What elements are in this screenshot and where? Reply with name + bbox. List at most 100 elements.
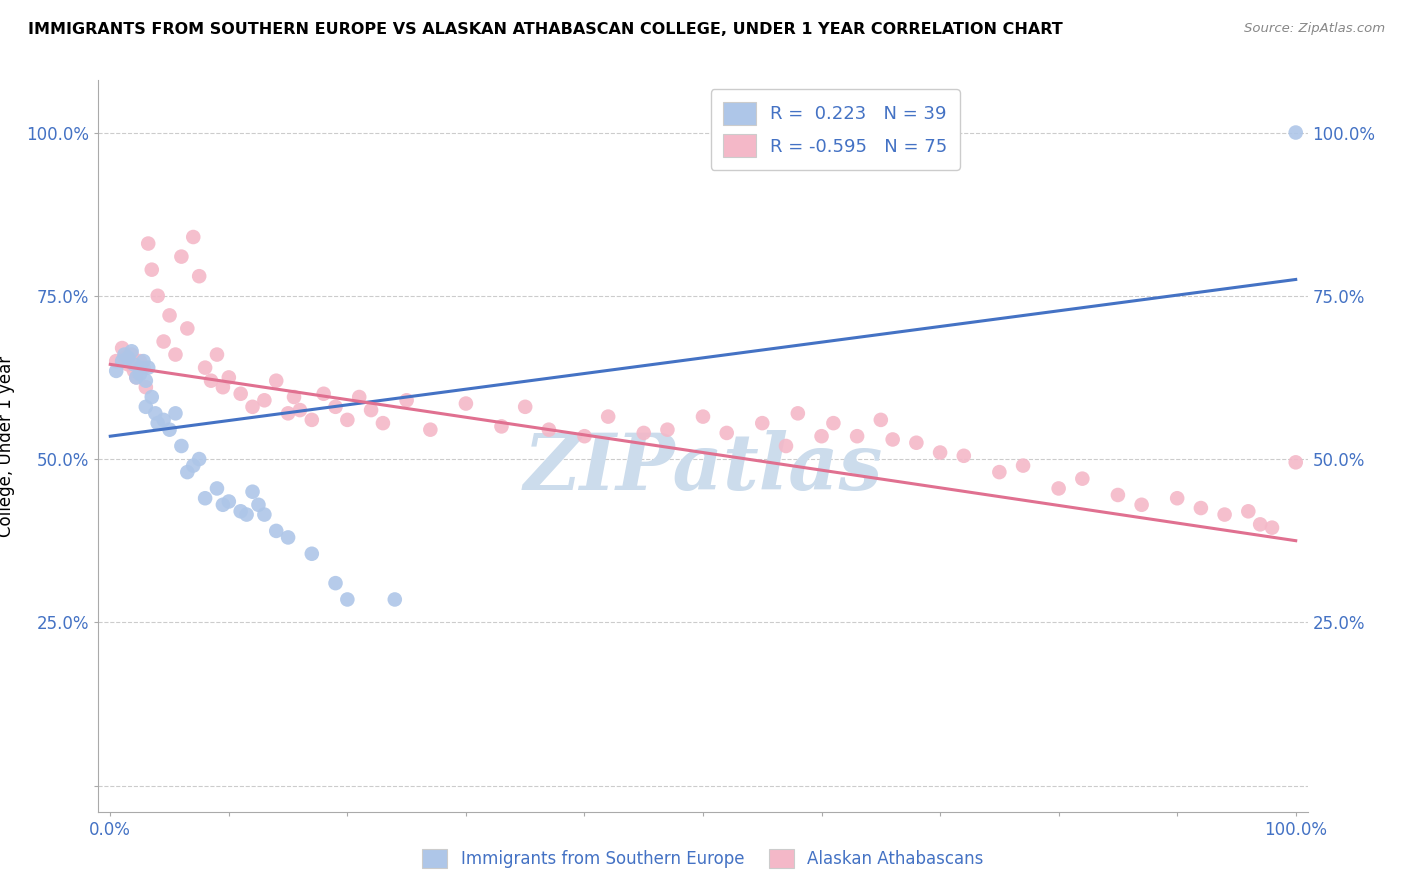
Point [952,449,974,463]
Point [395,393,418,408]
Point [371,416,394,430]
Point [122,357,145,371]
Point [253,508,276,522]
Text: IMMIGRANTS FROM SOUTHERN EUROPE VS ALASKAN ATHABASCAN COLLEGE, UNDER 1 YEAR CORR: IMMIGRANTS FROM SOUTHERN EUROPE VS ALASK… [28,22,1063,37]
Point [235,508,257,522]
Point [1249,517,1271,532]
Point [132,360,155,375]
Point [905,435,928,450]
Point [117,351,139,365]
Point [1071,472,1094,486]
Point [132,354,155,368]
Point [181,458,204,473]
Point [141,390,163,404]
Point [105,354,128,368]
Point [181,230,204,244]
Point [188,269,211,284]
Point [264,524,287,538]
Point [1213,508,1236,522]
Point [129,367,152,381]
Point [122,364,145,378]
Legend: Immigrants from Southern Europe, Alaskan Athabascans: Immigrants from Southern Europe, Alaskan… [413,840,993,877]
Point [347,390,370,404]
Point [360,403,382,417]
Point [1166,491,1188,506]
Point [152,413,174,427]
Point [1285,455,1308,469]
Point [277,530,299,544]
Point [988,465,1011,479]
Point [1261,521,1284,535]
Point [129,360,152,375]
Point [135,374,157,388]
Point [325,576,347,591]
Point [135,380,157,394]
Point [751,416,773,430]
Point [537,423,560,437]
Point [194,360,217,375]
Point [205,482,228,496]
Point [869,413,891,427]
Point [1285,126,1308,140]
Point [152,334,174,349]
Point [301,413,323,427]
Point [105,364,128,378]
Point [491,419,513,434]
Point [146,416,169,430]
Point [1189,501,1212,516]
Point [253,393,276,408]
Point [143,406,166,420]
Point [111,341,134,355]
Point [170,250,193,264]
Point [176,321,198,335]
Point [384,592,406,607]
Text: ZIPatlas: ZIPatlas [523,430,883,506]
Point [325,400,347,414]
Point [141,262,163,277]
Point [242,484,264,499]
Point [159,309,181,323]
Point [136,360,159,375]
Point [283,390,305,404]
Point [188,452,211,467]
Point [515,400,537,414]
Point [929,445,952,459]
Point [114,351,136,365]
Point [247,498,270,512]
Point [574,429,596,443]
Point [336,413,359,427]
Point [1130,498,1153,512]
Point [205,348,228,362]
Point [114,348,136,362]
Point [716,425,738,440]
Point [312,386,335,401]
Point [125,370,148,384]
Point [1012,458,1035,473]
Point [212,498,235,512]
Point [692,409,714,424]
Point [125,370,148,384]
Point [146,289,169,303]
Point [454,396,477,410]
Point [846,429,869,443]
Point [882,433,904,447]
Point [823,416,845,430]
Point [165,348,187,362]
Point [111,354,134,368]
Point [1107,488,1129,502]
Point [135,400,157,414]
Point [1237,504,1260,518]
Point [288,403,311,417]
Point [176,465,198,479]
Point [775,439,797,453]
Point [1047,482,1070,496]
Point [117,357,139,371]
Point [121,348,143,362]
Point [301,547,323,561]
Point [159,423,181,437]
Point [212,380,235,394]
Text: Source: ZipAtlas.com: Source: ZipAtlas.com [1244,22,1385,36]
Point [218,370,240,384]
Point [277,406,299,420]
Point [170,439,193,453]
